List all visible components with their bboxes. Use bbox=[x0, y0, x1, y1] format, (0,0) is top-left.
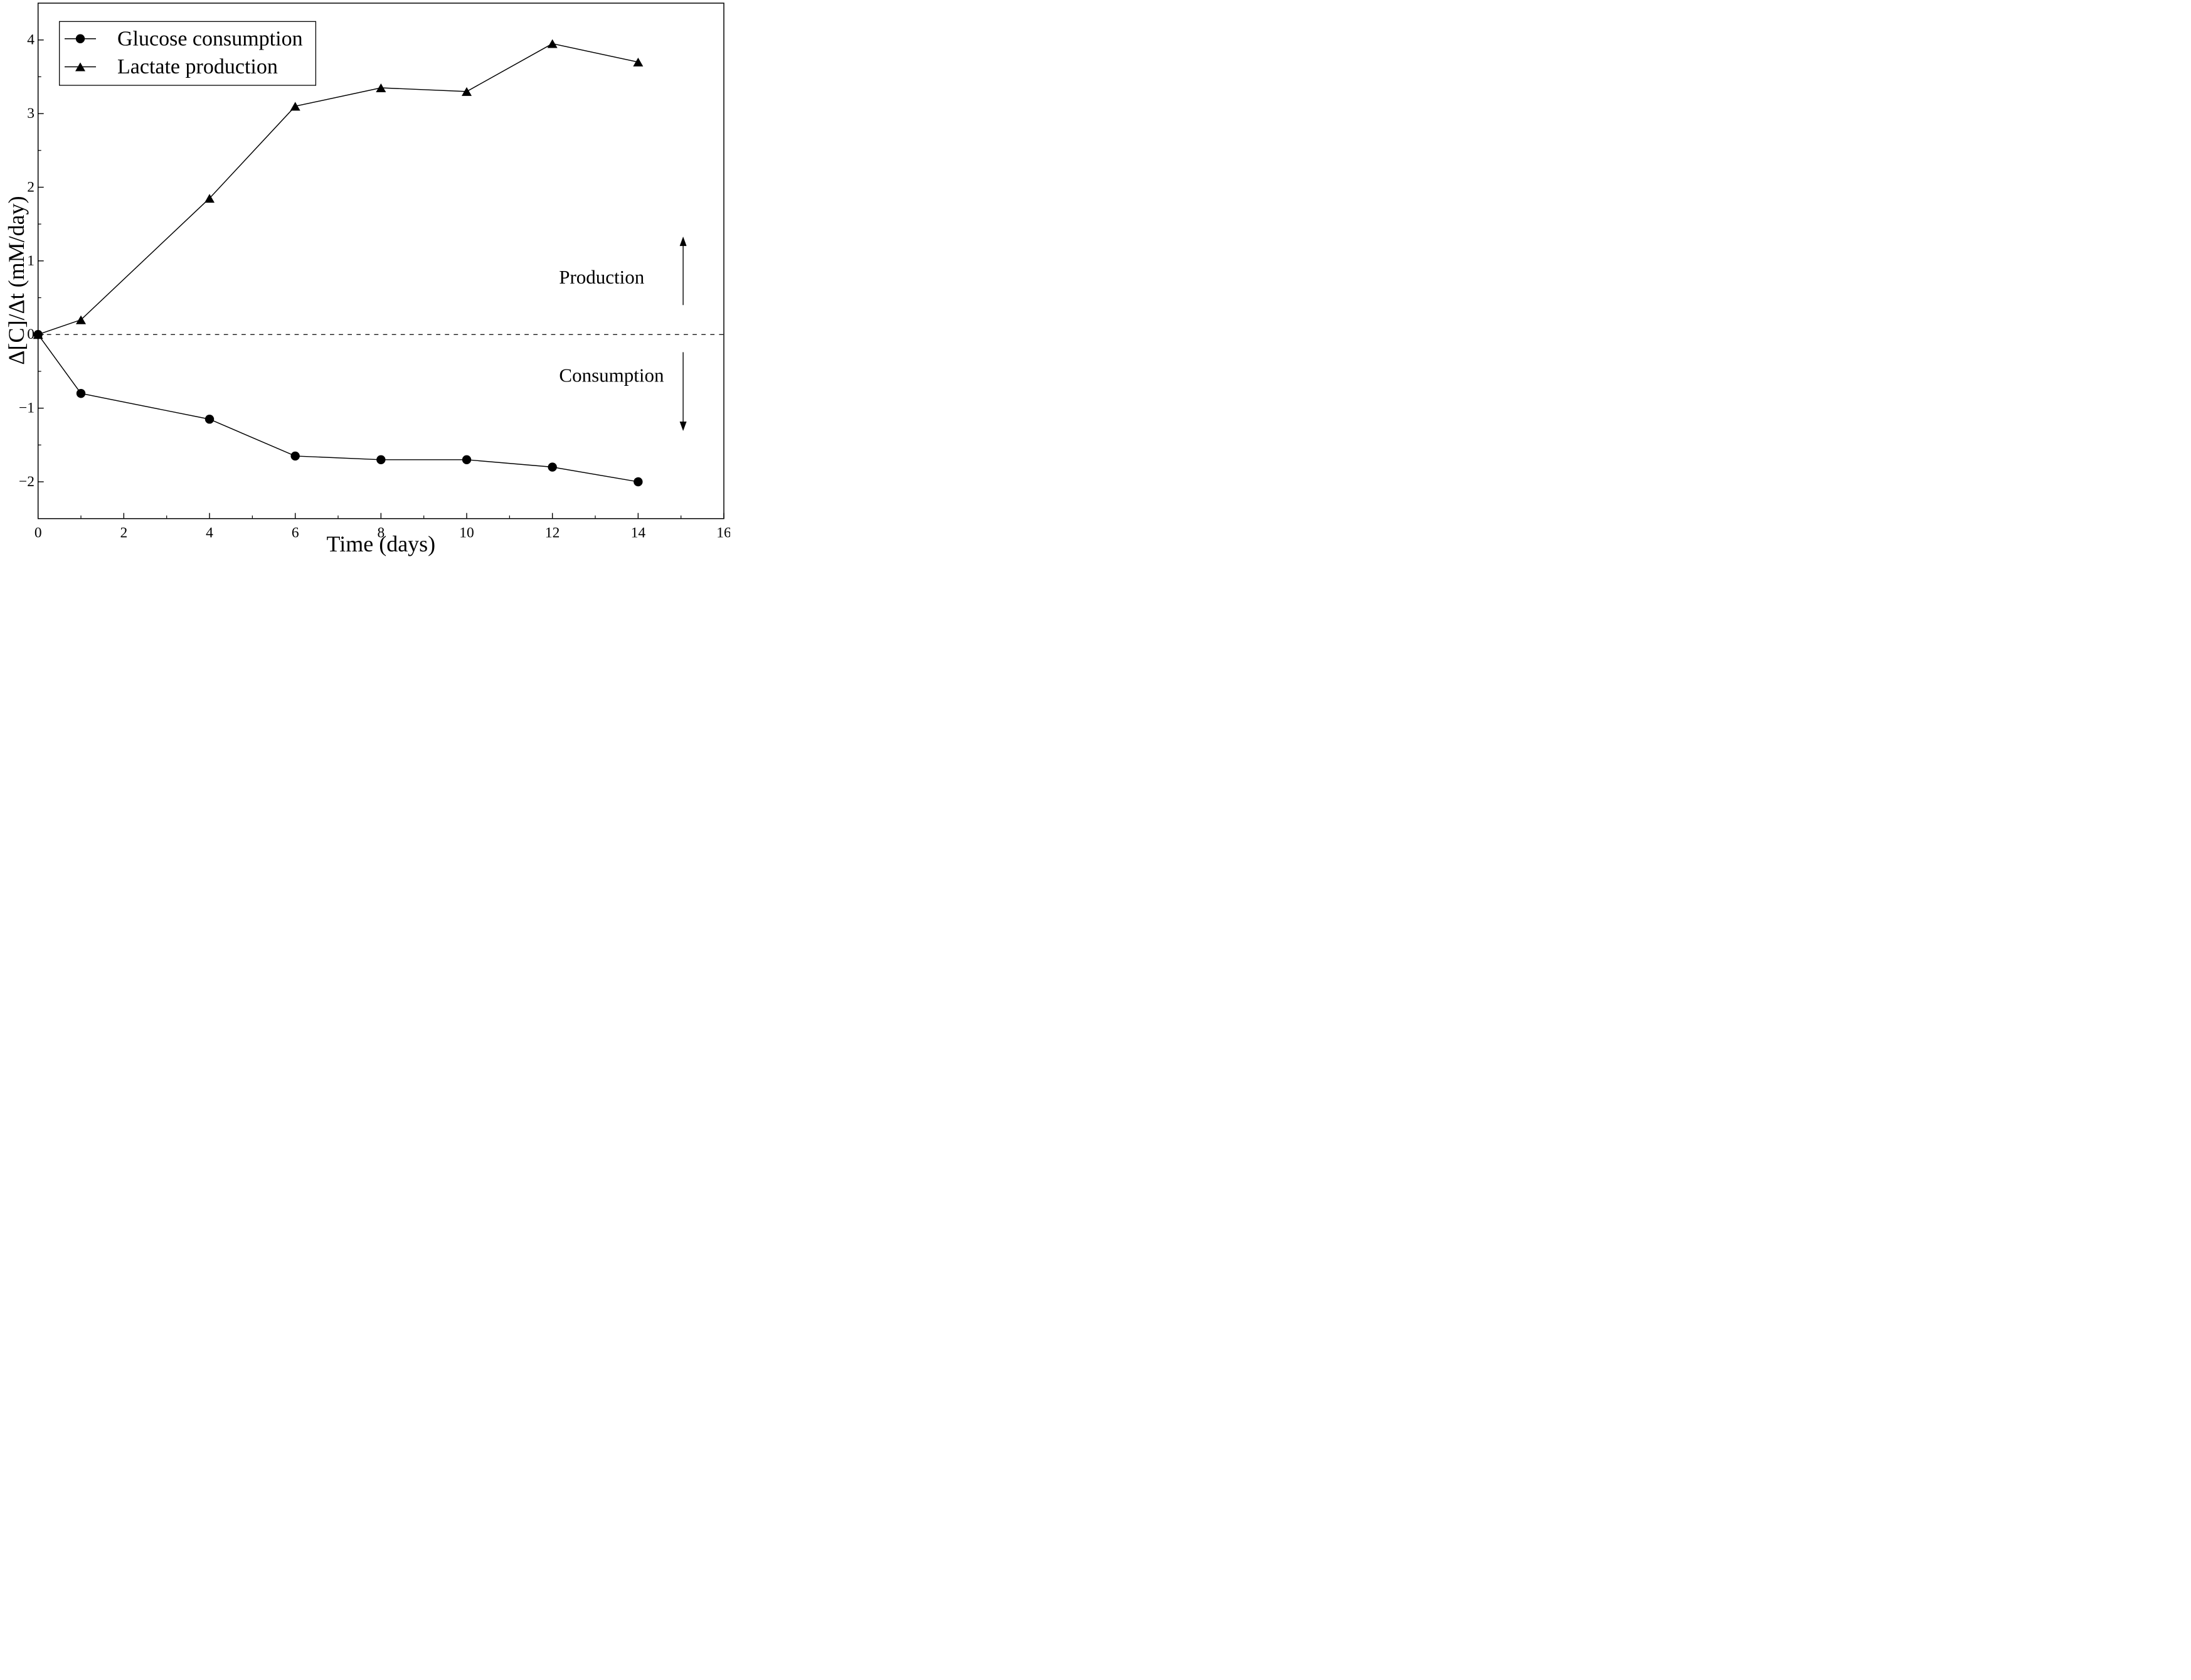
data-point-triangle-lactate-production bbox=[633, 57, 644, 66]
x-tick-label: 16 bbox=[716, 525, 730, 541]
data-point-triangle-lactate-production bbox=[376, 83, 386, 92]
series-line-glucose-consumption bbox=[38, 334, 639, 482]
x-tick-label: 10 bbox=[459, 525, 474, 541]
legend-marker-circle bbox=[75, 34, 85, 43]
y-axis-label: Δ[C]/Δt (mM/day) bbox=[4, 196, 29, 364]
x-tick-label: 4 bbox=[206, 525, 213, 541]
x-tick-label: 14 bbox=[631, 525, 646, 541]
y-tick-label: 3 bbox=[27, 105, 34, 122]
x-tick-label: 8 bbox=[377, 525, 385, 541]
annotation-consumption-label: Consumption bbox=[559, 364, 664, 386]
data-point-circle-glucose-consumption bbox=[548, 462, 557, 472]
legend-marker-triangle bbox=[75, 62, 85, 72]
data-point-circle-glucose-consumption bbox=[376, 455, 386, 464]
x-tick-label: 2 bbox=[120, 525, 127, 541]
data-point-triangle-lactate-production bbox=[290, 102, 300, 111]
data-point-triangle-lactate-production bbox=[462, 87, 472, 96]
series-line-lactate-production bbox=[38, 43, 639, 335]
y-tick-label: 4 bbox=[27, 32, 34, 48]
data-point-circle-glucose-consumption bbox=[290, 451, 300, 461]
annotation-arrow-up-head bbox=[679, 237, 687, 247]
legend-label: Glucose consumption bbox=[117, 27, 303, 50]
y-tick-label: 2 bbox=[27, 179, 34, 195]
plot-frame bbox=[37, 3, 724, 519]
x-axis-label: Time (days) bbox=[327, 531, 436, 556]
annotation-arrow-down-head bbox=[679, 422, 687, 432]
x-tick-label: 12 bbox=[545, 525, 560, 541]
x-tick-label: 6 bbox=[292, 525, 299, 541]
data-point-circle-glucose-consumption bbox=[462, 455, 472, 464]
x-tick-label: 0 bbox=[34, 525, 42, 541]
data-point-triangle-lactate-production bbox=[204, 194, 215, 203]
data-point-triangle-lactate-production bbox=[76, 315, 87, 324]
y-tick-label: 0 bbox=[27, 326, 34, 343]
data-point-circle-glucose-consumption bbox=[634, 477, 643, 487]
legend-label: Lactate production bbox=[117, 55, 278, 78]
chart-figure: 0 2 4 6 8 10 12 14 16 −2 −1 0 1 2 3 4 Glucose consumptio… bbox=[0, 0, 731, 560]
data-point-circle-glucose-consumption bbox=[76, 388, 86, 398]
y-tick-label: −1 bbox=[19, 400, 34, 417]
annotation-production-label: Production bbox=[559, 266, 645, 288]
y-tick-label: 1 bbox=[27, 253, 34, 269]
data-point-triangle-lactate-production bbox=[33, 330, 43, 339]
data-point-triangle-lactate-production bbox=[547, 39, 558, 48]
data-point-circle-glucose-consumption bbox=[204, 415, 215, 424]
legend-box bbox=[59, 21, 317, 86]
y-tick-label: −2 bbox=[19, 474, 34, 490]
